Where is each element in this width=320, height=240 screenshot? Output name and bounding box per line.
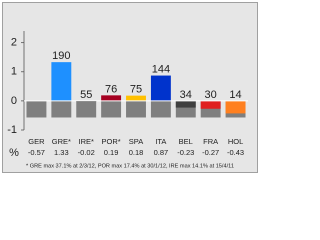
top-label: 76	[105, 83, 117, 95]
top-label: 14	[229, 89, 241, 101]
bar	[101, 95, 122, 101]
reference-bar	[101, 100, 122, 118]
x-tick-label: BEL	[179, 137, 193, 146]
reference-bar	[150, 100, 171, 118]
value-label: -0.23	[177, 148, 194, 157]
top-label: 190	[52, 50, 70, 62]
reference-bar	[76, 100, 97, 118]
value-label: 0.19	[104, 148, 119, 157]
y-tick-label: 2	[11, 37, 17, 49]
x-tick-label: ITA	[155, 137, 166, 146]
reference-bar	[51, 100, 72, 118]
reference-bar	[126, 100, 146, 118]
x-tick-label: IRE*	[79, 137, 95, 146]
bar	[26, 100, 47, 118]
chart-frame	[2, 2, 258, 173]
value-row-label: %	[9, 147, 19, 159]
bar	[175, 100, 196, 108]
top-label: 34	[180, 89, 192, 101]
value-label: 0.87	[154, 148, 169, 157]
y-tick-label: -1	[7, 124, 17, 136]
bar	[200, 100, 221, 109]
x-tick-label: POR*	[102, 137, 121, 146]
y-tick-label: 0	[11, 95, 17, 107]
top-label: 144	[152, 63, 170, 75]
value-label: -0.43	[227, 148, 244, 157]
bar	[51, 62, 72, 101]
bar	[150, 75, 171, 101]
x-tick-label: HOL	[228, 137, 243, 146]
bar	[225, 100, 246, 114]
x-tick-label: GRE*	[52, 137, 71, 146]
value-label: -0.27	[202, 148, 219, 157]
bar	[126, 95, 146, 101]
top-label: 75	[130, 84, 142, 96]
value-label: 1.33	[54, 148, 69, 157]
top-label: 30	[205, 89, 217, 101]
chart: % * GRE max 37.1% at 2/3/12, POR max 17.…	[2, 2, 258, 173]
footnote: * GRE max 37.1% at 2/3/12, POR max 17.4%…	[26, 163, 234, 169]
y-tick-label: 1	[11, 66, 17, 78]
x-tick-label: SPA	[129, 137, 143, 146]
value-label: -0.02	[78, 148, 95, 157]
value-label: 0.18	[129, 148, 144, 157]
x-tick-label: FRA	[203, 137, 218, 146]
value-label: -0.57	[28, 148, 45, 157]
x-tick-label: GER	[28, 137, 45, 146]
top-label: 55	[80, 89, 92, 101]
